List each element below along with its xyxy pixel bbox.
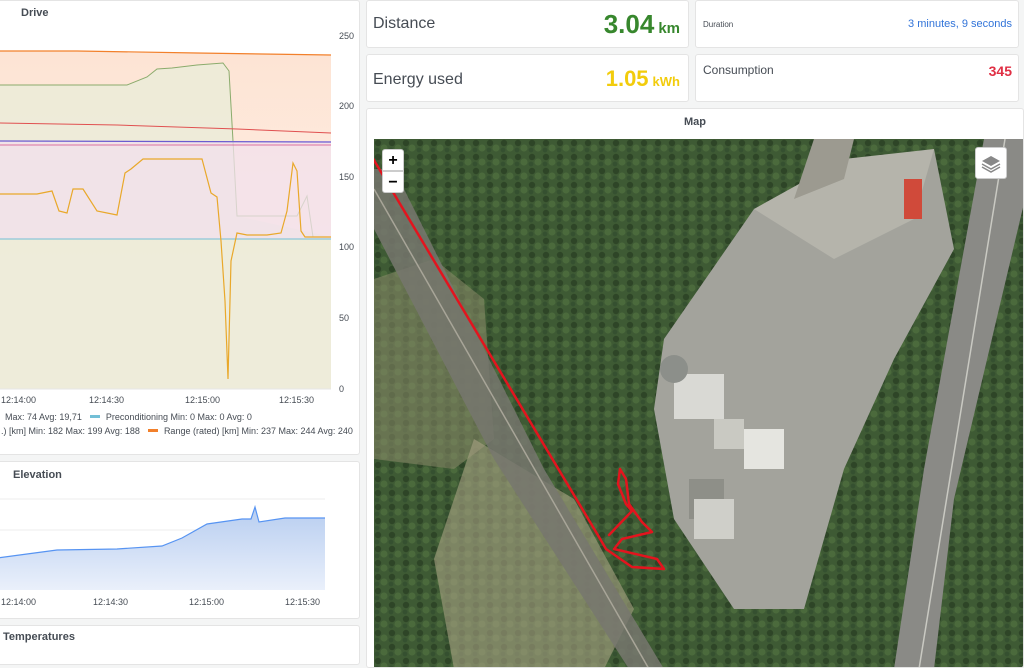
layers-icon: [981, 156, 1001, 173]
elevation-panel: Elevation 12:14:00 12:14:30 12:15:00 12:…: [0, 461, 360, 619]
distance-value: 3.04 km: [603, 9, 680, 39]
elevation-line: [0, 504, 325, 559]
purple-band: [0, 141, 331, 239]
legend-row-1: Max: 74 Avg: 19,71 Preconditioning Min: …: [5, 412, 252, 422]
x-tick: 12:15:00: [189, 597, 225, 607]
red-line: [0, 122, 332, 134]
legend-swatch-icon: [148, 429, 159, 433]
duration-stat-panel: Duration 3 minutes, 9 seconds: [695, 0, 1019, 48]
energy-stat-panel: Energy used 1.05 kWh: [366, 54, 689, 102]
distance-label: Distance: [373, 15, 436, 32]
legend-swatch-icon: [90, 415, 101, 419]
consumption-value: 345: [988, 63, 1012, 79]
y-tick: 200: [339, 101, 355, 111]
legend-item[interactable]: Preconditioning Min: 0 Max: 0 Avg: 0: [105, 412, 252, 422]
zoom-in-button[interactable]: +: [382, 149, 404, 171]
legend-row-2: .) [km] Min: 182 Max: 199 Avg: 188 Range…: [1, 426, 353, 436]
x-tick: 12:14:30: [93, 597, 129, 607]
y-tick: 150: [339, 172, 355, 182]
elevation-area: [0, 507, 325, 590]
map-panel-title: Map: [684, 116, 706, 128]
range-rated-line: [0, 50, 332, 56]
x-tick: 12:14:00: [1, 597, 37, 607]
y-tick: 0: [339, 384, 345, 394]
map-view[interactable]: + −: [374, 139, 1024, 668]
distance-stat-panel: Distance 3.04 km: [366, 0, 689, 48]
x-tick: 12:14:30: [89, 395, 125, 405]
satellite-imagery[interactable]: [374, 139, 1024, 668]
y-tick: 100: [339, 242, 355, 252]
drive-chart: [0, 50, 332, 390]
x-tick: 12:15:00: [185, 395, 221, 405]
drive-panel-title: Drive: [21, 7, 49, 19]
energy-label: Energy used: [373, 71, 463, 88]
drive-panel: Drive 250 200 150 100 50 0 12:14:00 12:1…: [0, 0, 360, 455]
consumption-label: Consumption: [703, 63, 774, 77]
y-tick: 250: [339, 31, 355, 41]
map-panel: Map: [366, 108, 1024, 668]
power-line: [0, 158, 331, 380]
legend-item[interactable]: Max: 74 Avg: 19,71: [5, 412, 82, 422]
legend-item[interactable]: .) [km] Min: 182 Max: 199 Avg: 188: [1, 426, 140, 436]
duration-value: 3 minutes, 9 seconds: [908, 18, 1012, 30]
consumption-stat-panel: Consumption 345: [695, 54, 1019, 102]
x-tick: 12:15:30: [285, 597, 321, 607]
zoom-out-button[interactable]: −: [382, 171, 404, 193]
elevation-panel-title: Elevation: [13, 469, 62, 481]
y-tick: 50: [339, 313, 350, 323]
elevation-chart: [0, 498, 325, 590]
x-tick: 12:14:00: [1, 395, 37, 405]
legend-item[interactable]: Range (rated) [km] Min: 237 Max: 244 Avg…: [163, 426, 353, 436]
temperatures-panel-title: Temperatures: [3, 631, 75, 643]
duration-label: Duration: [703, 20, 734, 29]
layers-button[interactable]: [975, 147, 1007, 179]
energy-value: 1.05 kWh: [605, 66, 680, 91]
x-tick: 12:15:30: [279, 395, 315, 405]
route-path: [374, 157, 666, 571]
temperatures-panel: Temperatures: [0, 625, 360, 665]
